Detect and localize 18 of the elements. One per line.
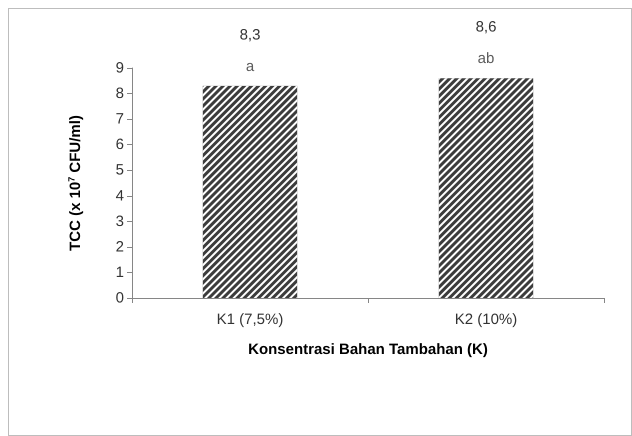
annotation: ab xyxy=(478,50,494,68)
data-label: 8,6 xyxy=(476,18,496,36)
y-tick-label: 1 xyxy=(116,264,124,281)
annotation: a xyxy=(246,58,255,75)
y-tick-label: 0 xyxy=(116,290,124,306)
x-tick-label: K1 (7,5%) xyxy=(216,311,284,328)
y-tick-label: 7 xyxy=(116,110,124,128)
x-tick-label: K2 (10%) xyxy=(454,311,518,328)
y-tick-label: 6 xyxy=(116,136,124,154)
y-tick-label: 3 xyxy=(116,212,124,230)
y-axis-title: TCC (x 107 CFU/ml) xyxy=(66,115,84,251)
y-tick-label: 5 xyxy=(116,162,124,179)
y-tick-label: 2 xyxy=(116,238,124,256)
y-tick-label: 8 xyxy=(116,85,124,102)
y-tick-label: 9 xyxy=(116,60,124,76)
x-axis-title: Konsentrasi Bahan Tambahan (K) xyxy=(248,341,488,358)
data-label: 8,3 xyxy=(240,26,260,44)
y-tick-label: 4 xyxy=(116,187,124,204)
